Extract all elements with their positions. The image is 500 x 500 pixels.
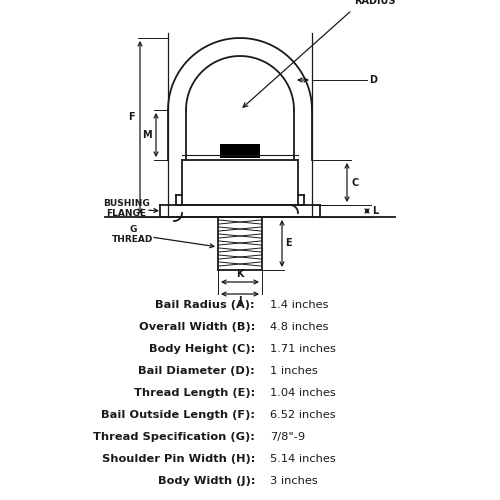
Text: FLANGE: FLANGE bbox=[106, 208, 146, 218]
Text: Body Height (C):: Body Height (C): bbox=[149, 344, 255, 354]
Text: Body Width (J):: Body Width (J): bbox=[158, 476, 255, 486]
Text: THREAD: THREAD bbox=[112, 236, 154, 244]
Text: Thread Length (E):: Thread Length (E): bbox=[134, 388, 255, 398]
Text: C: C bbox=[352, 178, 359, 188]
Text: 3 inches: 3 inches bbox=[270, 476, 318, 486]
Text: L: L bbox=[372, 206, 378, 216]
Text: Thread Specification (G):: Thread Specification (G): bbox=[93, 432, 255, 442]
Text: Bail Outside Length (F):: Bail Outside Length (F): bbox=[101, 410, 255, 420]
Text: E: E bbox=[285, 238, 292, 248]
Bar bbox=[220, 144, 260, 158]
Text: Bail Radius (A):: Bail Radius (A): bbox=[156, 300, 255, 310]
Text: F: F bbox=[128, 112, 135, 122]
Text: 1.71 inches: 1.71 inches bbox=[270, 344, 336, 354]
Text: Bail Diameter (D):: Bail Diameter (D): bbox=[138, 366, 255, 376]
Text: 4.8 inches: 4.8 inches bbox=[270, 322, 328, 332]
Text: 1.4 inches: 1.4 inches bbox=[270, 300, 328, 310]
Text: M: M bbox=[142, 130, 152, 140]
Text: 7/8"-9: 7/8"-9 bbox=[270, 432, 305, 442]
Text: 6.52 inches: 6.52 inches bbox=[270, 410, 336, 420]
Text: Overall Width (B):: Overall Width (B): bbox=[138, 322, 255, 332]
Text: A
RADIUS: A RADIUS bbox=[354, 0, 396, 6]
Text: G: G bbox=[130, 226, 136, 234]
Text: BUSHING: BUSHING bbox=[102, 198, 150, 207]
Text: J: J bbox=[238, 296, 242, 306]
Text: 5.14 inches: 5.14 inches bbox=[270, 454, 336, 464]
Text: K: K bbox=[236, 269, 244, 279]
Text: Shoulder Pin Width (H):: Shoulder Pin Width (H): bbox=[102, 454, 255, 464]
Text: 1.04 inches: 1.04 inches bbox=[270, 388, 336, 398]
Text: 1 inches: 1 inches bbox=[270, 366, 318, 376]
Text: D: D bbox=[369, 75, 377, 85]
